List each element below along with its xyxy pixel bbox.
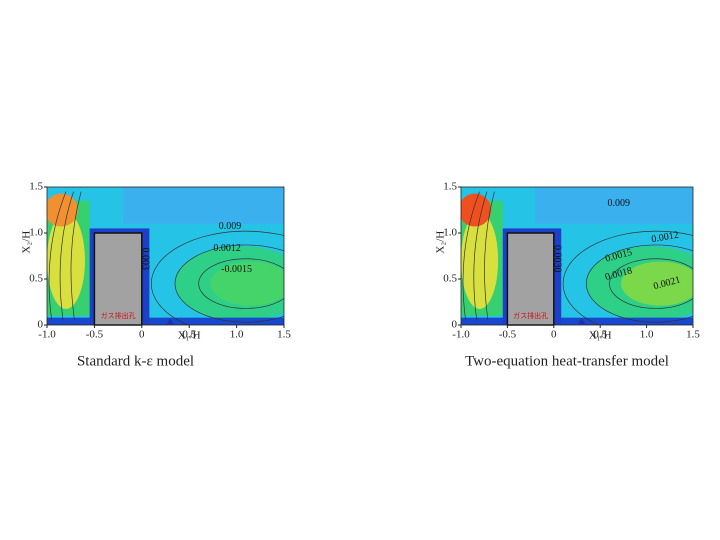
contour-line [48,191,67,321]
y-tick-label: 1.0 [443,227,457,239]
field [47,187,284,325]
y-tick-label: 0 [452,319,458,331]
contour-line [609,258,693,309]
x-tick-label: 1.5 [277,329,291,341]
frame [460,186,694,326]
green-inner [621,261,693,306]
x-tick-label: -0.5 [86,329,104,341]
caption: Two-equation heat-transfer model [465,353,669,369]
contour-plot: -1.0 -0.5 0 0.5 1.0 1.5 0 0.5 1.0 1.5 X₁/H X₂/H ガス排出… [21,181,292,370]
x-tick-label: 0 [551,329,557,341]
y-tick-label: 1.5 [29,181,43,193]
outlet-label: ガス排出孔 [101,311,136,320]
yellow [461,212,499,309]
green-inner [210,261,284,306]
yellow [47,212,85,309]
contour-line [59,191,74,321]
contour-label: 0.009 [219,221,242,232]
block [93,232,143,326]
x-tick-label: 0.5 [593,329,607,341]
frame [46,186,285,326]
x-tick-label: -1.0 [452,329,470,341]
x-tick-label: 1.0 [230,329,244,341]
x-tick-label: -0.5 [499,329,517,341]
contour-label: 0.0030 [551,245,562,273]
y-tick-label: 1.5 [443,181,457,193]
outlet-marker [166,318,175,325]
wall-strip [47,317,284,325]
contour-line [473,191,488,321]
outlet-label: ガス排出孔 [513,311,548,320]
contour-plot: -1.0 -0.5 0 0.5 1.0 1.5 0 0.5 1.0 1.5 X₁/H X₂/H ガス排出… [435,181,701,370]
field-top [122,187,284,224]
wall-strip [461,317,693,325]
outlet-marker [577,318,586,325]
x-tick-label: 0.5 [182,329,196,341]
y-tick-label: 0.5 [29,273,43,285]
contour-line [484,191,495,321]
y-tick-label: 1.0 [29,227,43,239]
y-axis-label: X₂/H [435,231,447,254]
field-top [535,187,693,224]
contour-label: 0.009 [608,198,631,209]
contour-line [70,191,82,321]
caption: Standard k-ε model [77,353,194,369]
orange [461,193,492,227]
contour-line [198,258,284,309]
contour-line [150,230,284,325]
contour-line [585,244,693,323]
field [461,187,693,325]
x-tick-label: 0 [139,329,145,341]
x-tick-label: -1.0 [38,329,56,341]
y-tick-label: 0 [38,319,44,331]
x-tick-label: 1.0 [640,329,654,341]
x-axis-label: X₁/H [178,330,201,342]
contour-line [462,191,480,321]
y-tick-label: 0.5 [443,273,457,285]
contour-label: 0.0012 [213,243,241,254]
contour-label: -0.0015 [221,264,252,275]
y-axis-label: X₂/H [21,231,33,254]
contour-line [562,230,693,325]
contour-label: 0.003 [139,248,150,271]
contour-label: 0.0012 [651,230,680,246]
contour-line [174,244,284,323]
orange [47,193,78,227]
x-tick-label: 1.5 [686,329,700,341]
x-axis-label: X₁/H [589,330,612,342]
